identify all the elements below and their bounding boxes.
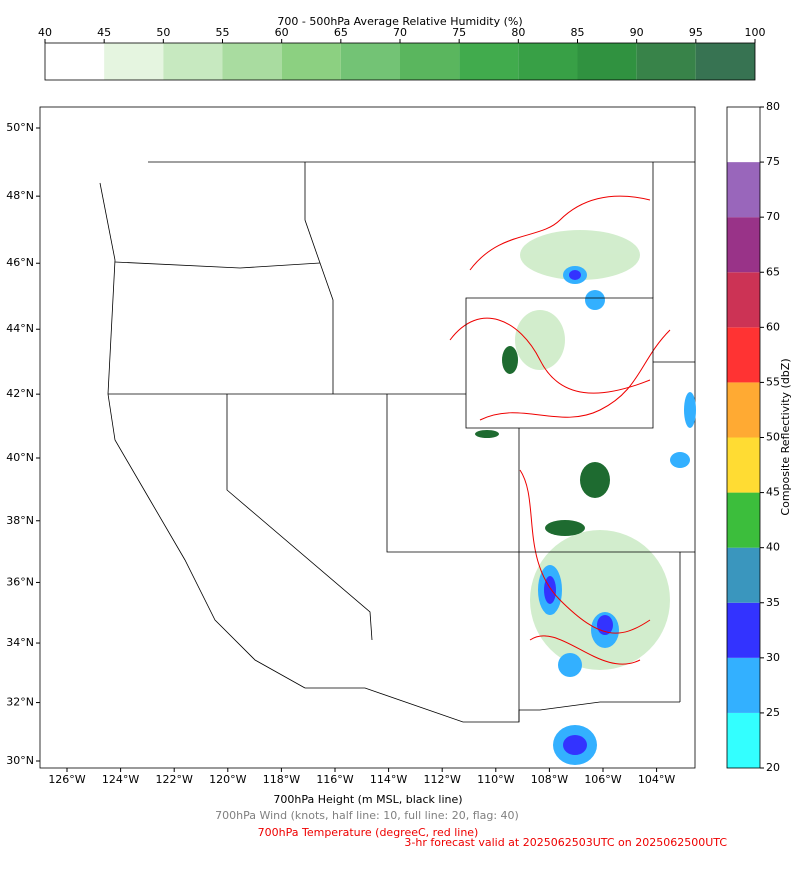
temperature-caption: 700hPa Temperature (degreeC, red line) <box>258 826 479 839</box>
lon-tick-label: 106°W <box>584 773 621 786</box>
reflectivity-tick-label: 60 <box>766 320 780 333</box>
humidity-segment <box>163 43 223 80</box>
reflectivity-segment <box>727 162 760 218</box>
reflectivity-segment <box>727 437 760 493</box>
humidity-tick-label: 40 <box>38 26 52 39</box>
lon-tick-label: 122°W <box>156 773 193 786</box>
lat-tick-label: 38°N <box>6 514 34 527</box>
reflectivity-segment <box>727 712 760 768</box>
humidity-segment <box>281 43 341 80</box>
humidity-title: 700 - 500hPa Average Relative Humidity (… <box>277 15 522 28</box>
humidity-segment <box>636 43 696 80</box>
map-features <box>39 106 696 769</box>
reflectivity-tick-label: 75 <box>766 155 780 168</box>
humidity-segment <box>104 43 164 80</box>
humidity-tick-label: 95 <box>689 26 703 39</box>
reflectivity-tick-label: 20 <box>766 761 780 774</box>
reflectivity-segment <box>727 217 760 273</box>
lon-tick-label: 112°W <box>424 773 461 786</box>
humidity-segment <box>459 43 519 80</box>
reflectivity-segment <box>727 272 760 328</box>
wind-caption: 700hPa Wind (knots, half line: 10, full … <box>215 809 519 822</box>
reflectivity-segment <box>727 602 760 658</box>
forecast-caption: 3-hr forecast valid at 2025062503UTC on … <box>404 836 727 849</box>
lat-tick-label: 30°N <box>6 754 34 767</box>
lon-tick-label: 110°W <box>477 773 514 786</box>
reflectivity-tick-label: 30 <box>766 651 780 664</box>
reflectivity-tick-label: 80 <box>766 100 780 113</box>
reflectivity-tick-label: 35 <box>766 596 780 609</box>
humidity-segment <box>400 43 460 80</box>
reflectivity-segment <box>727 382 760 438</box>
reflectivity-tick-label: 70 <box>766 210 780 223</box>
lon-tick-label: 126°W <box>48 773 85 786</box>
humidity-tick-label: 75 <box>452 26 466 39</box>
reflectivity-tick-label: 25 <box>766 706 780 719</box>
humidity-tick-label: 45 <box>97 26 111 39</box>
reflectivity-tick-label: 50 <box>766 431 780 444</box>
reflectivity-segment <box>727 657 760 713</box>
lon-tick-label: 120°W <box>209 773 246 786</box>
reflectivity-tick-label: 45 <box>766 486 780 499</box>
humidity-segment <box>222 43 282 80</box>
reflectivity-segment <box>727 547 760 603</box>
lat-tick-label: 34°N <box>6 636 34 649</box>
lat-tick-label: 32°N <box>6 696 34 709</box>
reflectivity-tick-label: 65 <box>766 265 780 278</box>
humidity-tick-label: 85 <box>571 26 585 39</box>
lat-tick-label: 42°N <box>6 387 34 400</box>
reflectivity-tick-label: 55 <box>766 375 780 388</box>
reflectivity-segment <box>727 107 760 163</box>
humidity-segment <box>577 43 637 80</box>
lon-tick-label: 108°W <box>531 773 568 786</box>
reflectivity-label: Composite Reflectivity (dbZ) <box>779 358 792 515</box>
lat-tick-label: 40°N <box>6 451 34 464</box>
humidity-tick-label: 60 <box>275 26 289 39</box>
humidity-tick-label: 65 <box>334 26 348 39</box>
humidity-segment <box>45 43 105 80</box>
reflectivity-segment <box>727 492 760 548</box>
humidity-tick-label: 100 <box>745 26 766 39</box>
lon-tick-label: 118°W <box>263 773 300 786</box>
humidity-tick-label: 80 <box>511 26 525 39</box>
lon-tick-label: 124°W <box>102 773 139 786</box>
humidity-tick-label: 55 <box>216 26 230 39</box>
humidity-tick-label: 70 <box>393 26 407 39</box>
lon-tick-label: 116°W <box>316 773 353 786</box>
humidity-segment <box>340 43 400 80</box>
lon-tick-label: 114°W <box>370 773 407 786</box>
height-caption: 700hPa Height (m MSL, black line) <box>273 793 462 806</box>
lat-tick-label: 46°N <box>6 256 34 269</box>
lat-tick-label: 36°N <box>6 575 34 588</box>
reflectivity-tick-label: 40 <box>766 541 780 554</box>
lat-tick-label: 50°N <box>6 121 34 134</box>
lat-tick-label: 44°N <box>6 322 34 335</box>
lon-tick-label: 104°W <box>638 773 675 786</box>
humidity-segment <box>695 43 755 80</box>
lat-tick-label: 48°N <box>6 189 34 202</box>
humidity-segment <box>518 43 578 80</box>
humidity-tick-label: 50 <box>156 26 170 39</box>
humidity-tick-label: 90 <box>630 26 644 39</box>
reflectivity-segment <box>727 327 760 383</box>
